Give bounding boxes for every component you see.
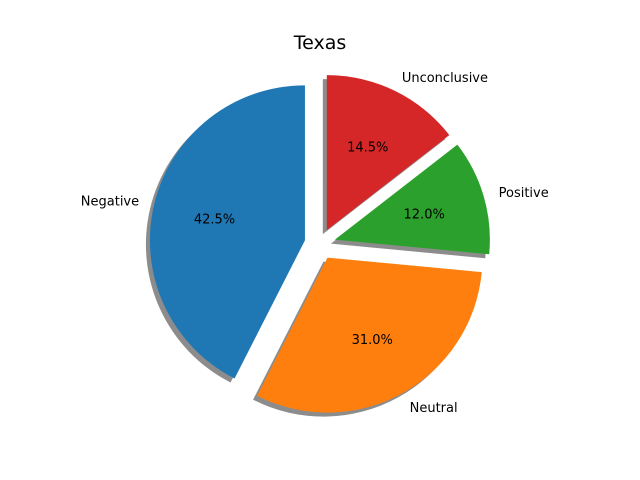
slice-positive xyxy=(334,144,490,255)
slice-labels: Negative 42.5% Neutral 31.0% Positive 12.0% Un… xyxy=(81,71,549,416)
pie-slices xyxy=(149,75,490,413)
slice-label-neutral: Neutral xyxy=(410,401,458,416)
pct-label-positive: 12.0% xyxy=(404,208,445,223)
slice-label-positive: Positive xyxy=(499,186,549,201)
slice-neutral xyxy=(257,257,482,413)
slice-unconclusive xyxy=(326,75,450,231)
slice-label-negative: Negative xyxy=(81,195,139,210)
slice-negative xyxy=(149,85,305,379)
chart-title: Texas xyxy=(293,32,347,54)
pct-label-negative: 42.5% xyxy=(194,213,235,228)
pct-label-neutral: 31.0% xyxy=(352,333,393,348)
slice-label-unconclusive: Unconclusive xyxy=(402,71,488,86)
pct-label-unconclusive: 14.5% xyxy=(347,141,388,156)
